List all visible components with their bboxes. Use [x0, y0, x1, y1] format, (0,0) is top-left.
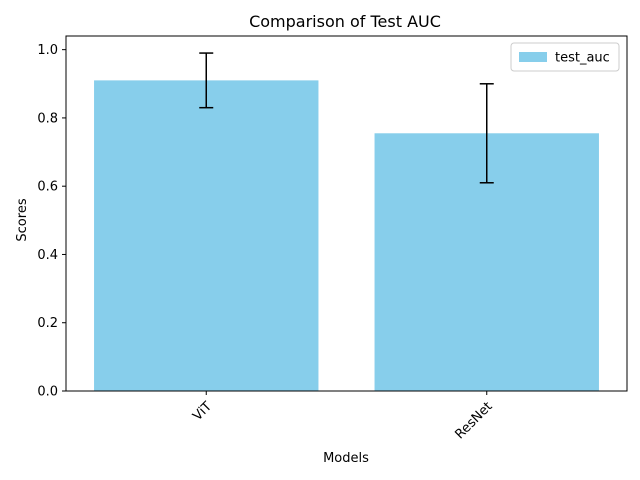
y-tick-label: 0.8 — [37, 111, 58, 126]
y-axis: 0.0 0.2 0.4 0.6 0.8 1.0 — [37, 43, 66, 399]
y-tick-label: 0.6 — [37, 180, 58, 195]
x-axis: ViT ResNet — [190, 391, 495, 442]
y-tick-label: 1.0 — [37, 43, 58, 58]
bar-vit — [94, 80, 318, 391]
x-tick-label: ResNet — [452, 399, 495, 442]
chart-title: Comparison of Test AUC — [249, 12, 441, 31]
y-tick-label: 0.4 — [37, 248, 58, 263]
legend-label: test_auc — [555, 51, 610, 66]
x-tick-label: ViT — [190, 399, 215, 424]
x-axis-label: Models — [323, 451, 369, 466]
plot-area — [66, 36, 627, 391]
y-axis-label: Scores — [15, 198, 30, 241]
y-tick-label: 0.0 — [37, 385, 58, 400]
y-tick-label: 0.2 — [37, 316, 58, 331]
legend-swatch — [519, 52, 547, 62]
legend: test_auc — [511, 43, 619, 71]
